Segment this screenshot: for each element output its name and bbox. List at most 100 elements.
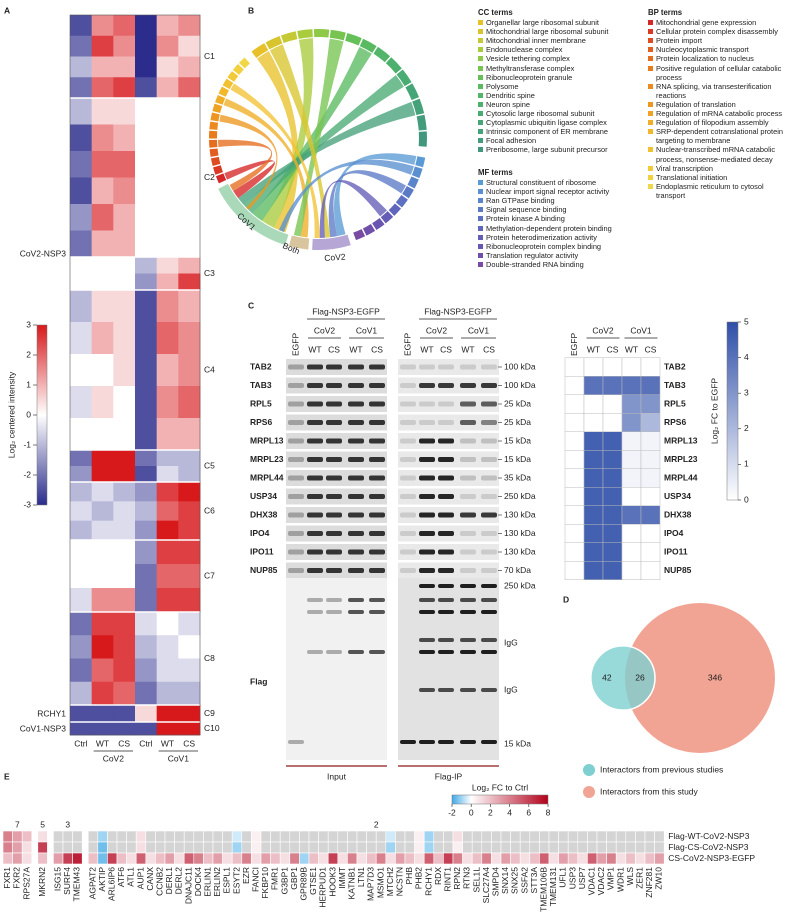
heatmap-cell xyxy=(113,520,136,541)
heatmap-cell xyxy=(583,561,604,580)
protein-label: Flag xyxy=(250,676,267,686)
term-arc xyxy=(265,36,283,50)
colorbar-tick-label: 1 xyxy=(744,459,749,469)
heatmap-cell xyxy=(70,482,93,502)
heatmap-cell xyxy=(260,841,271,854)
legend-item: Organellar large ribosomal subunit xyxy=(478,18,644,27)
legend-swatch xyxy=(648,20,653,26)
heatmap-cell xyxy=(70,257,93,274)
heatmap-cell xyxy=(337,841,348,854)
panel-label: C xyxy=(248,300,254,310)
heatmap-cell xyxy=(529,841,540,854)
heatmap-cell xyxy=(471,830,483,843)
heatmap-cell xyxy=(70,612,93,636)
heatmap-cell xyxy=(606,841,617,854)
gene-label: ERLIN1 xyxy=(202,867,212,897)
heatmap-cell xyxy=(156,658,179,683)
heatmap-cell xyxy=(519,841,531,854)
heatmap-cell xyxy=(156,322,179,355)
group-label: 7 xyxy=(15,819,20,829)
heatmap-cell xyxy=(640,413,661,432)
legend-swatch xyxy=(648,174,653,180)
blot-band xyxy=(369,650,385,654)
heatmap-cell xyxy=(113,204,136,231)
legend-swatch xyxy=(648,38,653,44)
legend-text: Mitochondrial large ribosomal subunit xyxy=(486,27,609,37)
gene-label: AGPAT2 xyxy=(87,867,97,900)
heatmap-cell xyxy=(2,841,13,854)
lane-label: EGFP xyxy=(569,333,579,356)
legend-item: Focal adhesion xyxy=(478,136,644,145)
gene-label: RPS27A xyxy=(21,867,31,900)
heatmap-cell xyxy=(414,841,425,854)
blot-band xyxy=(438,610,454,614)
heatmap-cell xyxy=(91,564,114,589)
lane-label: CS xyxy=(645,344,657,354)
row-label: Flag-WT-CoV2-NSP3 xyxy=(668,831,750,841)
colorbar-tick-label: 5 xyxy=(744,316,749,326)
heatmap-cell xyxy=(70,658,93,683)
blot-band xyxy=(307,512,323,518)
gene-label: VDAC2 xyxy=(596,867,606,896)
lane-label: WT xyxy=(420,344,433,354)
term-arc xyxy=(362,224,376,236)
heatmap-cell xyxy=(640,542,661,562)
legend-item: Positive regulation of cellular cataboli… xyxy=(648,64,786,82)
heatmap-cell xyxy=(113,124,136,152)
protein-label: TAB3 xyxy=(250,380,272,390)
legend-item: Ribonucleoprotein complex binding xyxy=(478,242,644,251)
blot-band xyxy=(326,568,342,573)
heatmap-cell xyxy=(135,681,158,706)
heatmap-cell xyxy=(203,830,214,843)
heatmap-cell xyxy=(135,15,158,37)
blot-band xyxy=(348,401,364,407)
heatmap-cell xyxy=(12,841,23,854)
heatmap-cell xyxy=(548,852,559,865)
heatmap-cell xyxy=(602,561,623,580)
heatmap-cell xyxy=(564,450,585,469)
blot-band xyxy=(460,568,476,573)
panel-label: D xyxy=(563,594,569,604)
blot-band xyxy=(369,531,385,536)
blot-band xyxy=(326,457,342,462)
heatmap-cell xyxy=(156,230,179,258)
colorbar-tick-label: 0 xyxy=(469,807,474,817)
blot-band xyxy=(481,438,497,444)
colorbar xyxy=(726,321,739,501)
heatmap-cell xyxy=(583,450,604,469)
heatmap-cell xyxy=(70,177,93,205)
heatmap-cell xyxy=(443,852,454,865)
chord-ribbon xyxy=(256,50,299,233)
gene-label: WDR1 xyxy=(615,867,625,892)
heatmap-cell xyxy=(91,35,114,57)
heatmap-cell xyxy=(135,482,158,502)
legend-swatch xyxy=(478,120,483,126)
legend-title: BP terms xyxy=(648,8,683,17)
heatmap-cell xyxy=(135,466,158,483)
gene-label: FKBP10 xyxy=(260,867,270,899)
column-label: Ctrl xyxy=(139,738,152,748)
heatmap-cell xyxy=(113,466,136,483)
heatmap-cell xyxy=(644,841,655,854)
gene-label: VMP1 xyxy=(606,867,616,890)
heatmap-cell xyxy=(113,322,136,355)
gene-label: GPR89B xyxy=(298,867,308,901)
heatmap-cell xyxy=(174,830,185,843)
blot-band xyxy=(460,383,476,388)
lane-label: WT xyxy=(308,344,321,354)
heatmap-cell xyxy=(564,542,585,562)
heatmap-cell xyxy=(602,431,623,451)
heatmap-cell xyxy=(70,56,93,78)
blot-band xyxy=(400,568,416,573)
heatmap-cell xyxy=(564,524,585,543)
heatmap-cell xyxy=(621,505,642,525)
legend-item: Endonuclease complex xyxy=(478,45,644,54)
heatmap-cell xyxy=(327,830,339,843)
protein-label: DHX38 xyxy=(250,509,278,519)
heatmap-cell xyxy=(602,394,623,414)
legend-text: Mitochondrial gene expression xyxy=(656,18,757,28)
legend-text: Ribonucleoprotein complex binding xyxy=(486,241,602,251)
heatmap-cell xyxy=(327,852,339,865)
heatmap-cell xyxy=(583,413,604,432)
blot-band xyxy=(419,512,435,518)
